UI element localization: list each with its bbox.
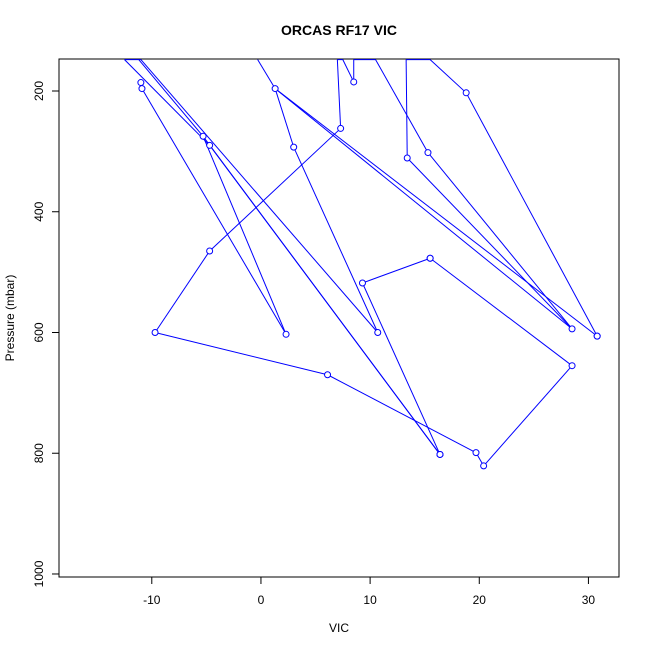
data-point xyxy=(324,371,332,379)
data-point xyxy=(568,362,576,370)
data-point xyxy=(271,85,279,93)
series-line-segment xyxy=(274,88,295,148)
series-line-segment xyxy=(202,135,441,455)
data-point xyxy=(436,450,444,458)
series-line-segment xyxy=(327,374,477,454)
data-point xyxy=(472,449,480,457)
series-line-segment xyxy=(375,59,429,153)
data-point xyxy=(480,462,488,470)
data-point xyxy=(593,332,601,340)
data-point xyxy=(568,325,576,333)
data-point xyxy=(337,124,345,132)
x-axis-label: VIC xyxy=(329,621,349,635)
data-point xyxy=(462,89,470,97)
series-line-segment xyxy=(274,88,573,330)
y-tick-label: 800 xyxy=(32,443,46,463)
data-point xyxy=(138,85,146,93)
plot-area-frame xyxy=(58,58,620,578)
series-line-segment xyxy=(405,59,408,159)
y-axis-label: Pressure (mbar) xyxy=(3,275,17,362)
y-axis: 200 400 600 800 1000 xyxy=(32,81,59,587)
series-line-segment xyxy=(406,157,573,330)
y-tick-label: 200 xyxy=(32,81,46,101)
series-line-segment xyxy=(202,136,287,335)
chart-title: ORCAS RF17 VIC xyxy=(281,22,397,38)
plot-points xyxy=(137,78,601,470)
data-point xyxy=(424,149,432,157)
x-tick-label: 0 xyxy=(258,593,265,607)
y-tick-label: 400 xyxy=(32,201,46,221)
series-line-segment xyxy=(124,59,210,146)
series-line-segment xyxy=(257,59,276,89)
y-tick-label: 600 xyxy=(32,322,46,342)
series-line-segment xyxy=(465,92,598,337)
data-point xyxy=(374,328,382,336)
data-point xyxy=(358,279,366,287)
series-line-segment xyxy=(154,332,328,376)
x-tick-label: 30 xyxy=(582,593,596,607)
x-tick-label: -10 xyxy=(143,593,161,607)
data-point xyxy=(206,141,214,149)
series-line-segment xyxy=(362,257,431,284)
y-tick-label: 1000 xyxy=(32,560,46,587)
data-point xyxy=(403,154,411,162)
series-line-segment xyxy=(429,257,573,367)
series-line-segment xyxy=(141,88,287,335)
series-line-segment xyxy=(483,365,573,467)
series-line-segment xyxy=(154,250,211,333)
data-point xyxy=(199,132,207,140)
series-line-segment xyxy=(342,59,355,83)
x-tick-label: 10 xyxy=(363,593,377,607)
data-point xyxy=(350,78,358,86)
data-point xyxy=(206,247,214,255)
series-line-segment xyxy=(140,59,379,333)
data-point xyxy=(282,330,290,338)
plot-lines xyxy=(124,59,598,467)
series-line-segment xyxy=(336,59,342,129)
x-axis: -10 0 10 20 30 xyxy=(143,577,595,607)
data-point xyxy=(137,79,145,87)
series-line-segment xyxy=(209,128,341,252)
x-tick-label: 20 xyxy=(473,593,487,607)
series-line-segment xyxy=(274,88,598,337)
series-line-segment xyxy=(362,282,441,455)
series-line-segment xyxy=(427,152,573,330)
series-line-segment xyxy=(293,146,379,333)
data-point xyxy=(290,143,298,151)
data-point xyxy=(426,254,434,262)
series-line-segment xyxy=(429,59,467,94)
data-point xyxy=(151,328,159,336)
series-line-segment xyxy=(138,59,204,137)
